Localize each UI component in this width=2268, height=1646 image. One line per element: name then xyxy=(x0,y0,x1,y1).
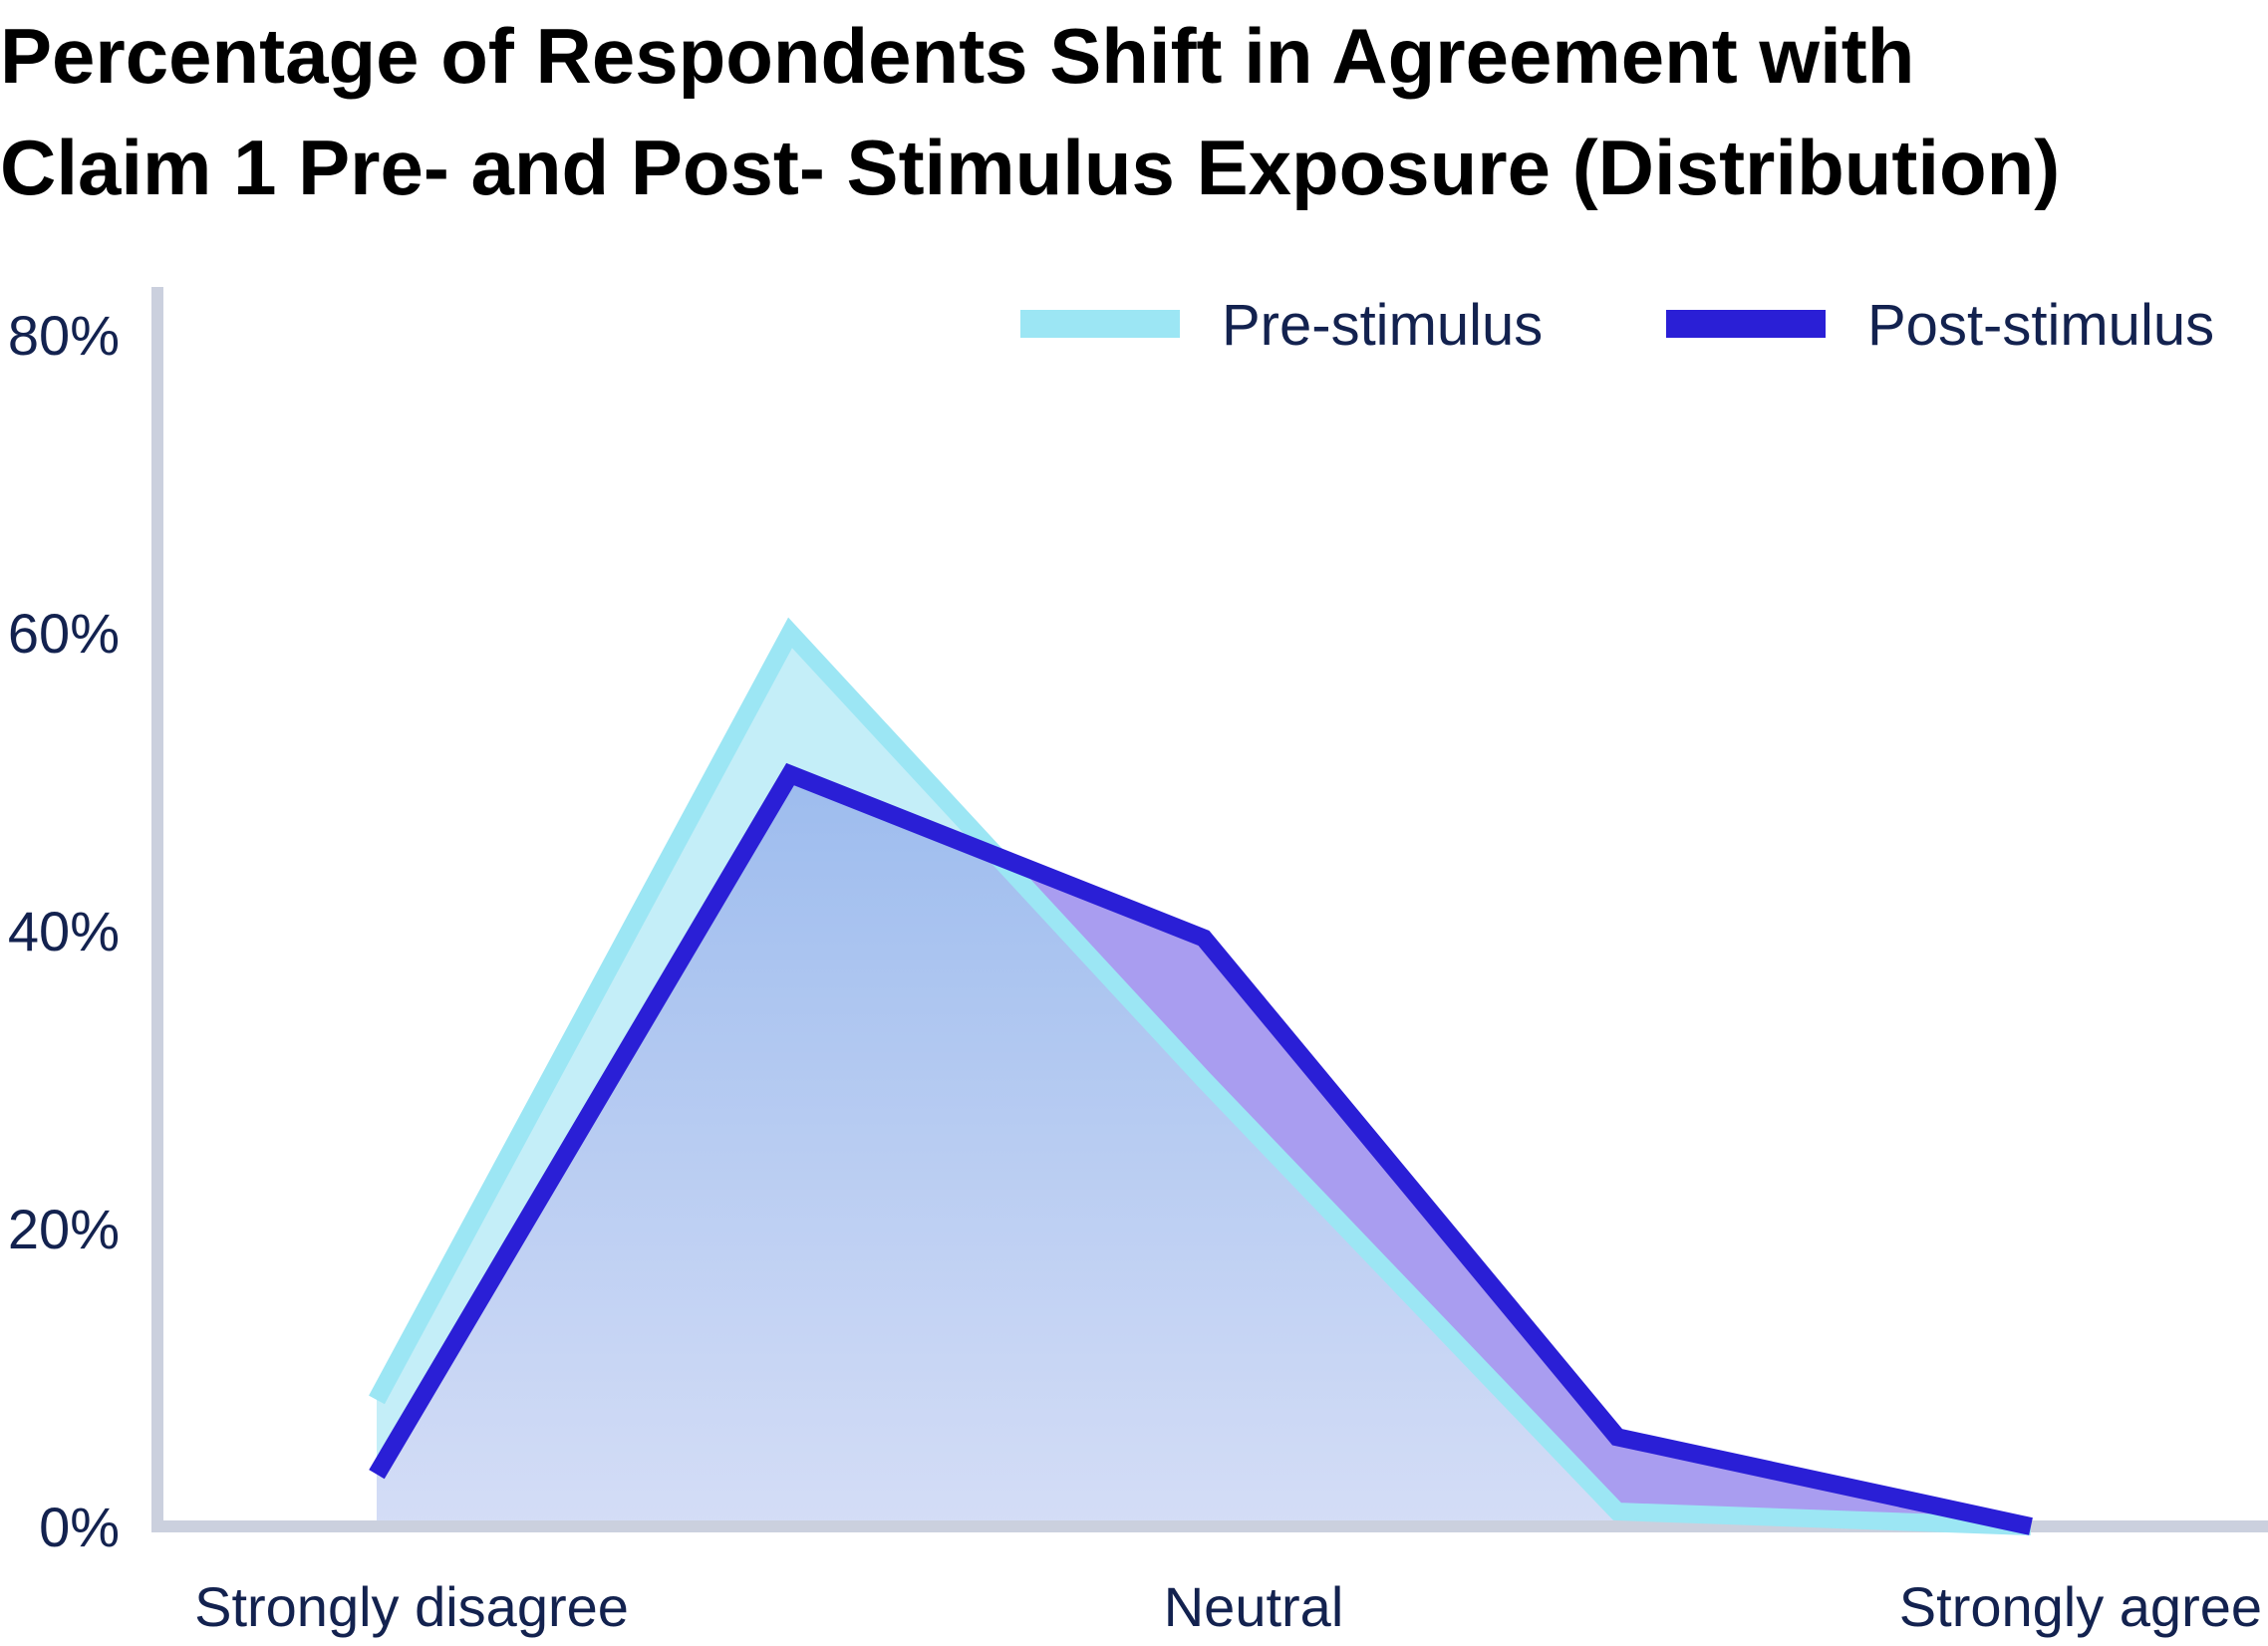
lines-layer xyxy=(369,617,2033,1535)
chart-title-line-2: Claim 1 Pre- and Post- Stimulus Exposure… xyxy=(0,124,2061,211)
pre-stimulus-line xyxy=(369,617,2032,1535)
legend-label: Post-stimulus xyxy=(1867,293,2214,358)
legend-item-pre-stimulus: Pre-stimulus xyxy=(1020,293,1543,358)
post-stimulus-line xyxy=(369,762,2033,1535)
legend-swatch xyxy=(1666,310,1826,338)
chart-title: Percentage of Respondents Shift in Agree… xyxy=(0,0,2268,223)
y-tick-label: 60% xyxy=(8,602,120,665)
overlap-area-group xyxy=(377,774,2031,1526)
y-tick-label: 0% xyxy=(39,1496,120,1558)
y-tick-label: 80% xyxy=(8,304,120,367)
chart-title-line-1: Percentage of Respondents Shift in Agree… xyxy=(0,12,1915,100)
x-tick-label: Strongly disagree xyxy=(194,1575,629,1638)
legend-item-post-stimulus: Post-stimulus xyxy=(1666,293,2214,358)
overlap-area xyxy=(377,774,2031,1526)
x-tick-label: Neutral xyxy=(1164,1575,1344,1638)
y-tick-label: 20% xyxy=(8,1198,120,1260)
ticks-layer: 0% 20% 40% 60% 80% Strongly disagree Neutral St… xyxy=(8,304,2262,1638)
legend-label: Pre-stimulus xyxy=(1222,293,1543,358)
legend: Pre-stimulus Post-stimulus xyxy=(1020,293,2214,358)
x-tick-label: Strongly agree xyxy=(1899,1575,2262,1638)
legend-swatch xyxy=(1020,310,1180,338)
y-tick-label: 40% xyxy=(8,900,120,962)
